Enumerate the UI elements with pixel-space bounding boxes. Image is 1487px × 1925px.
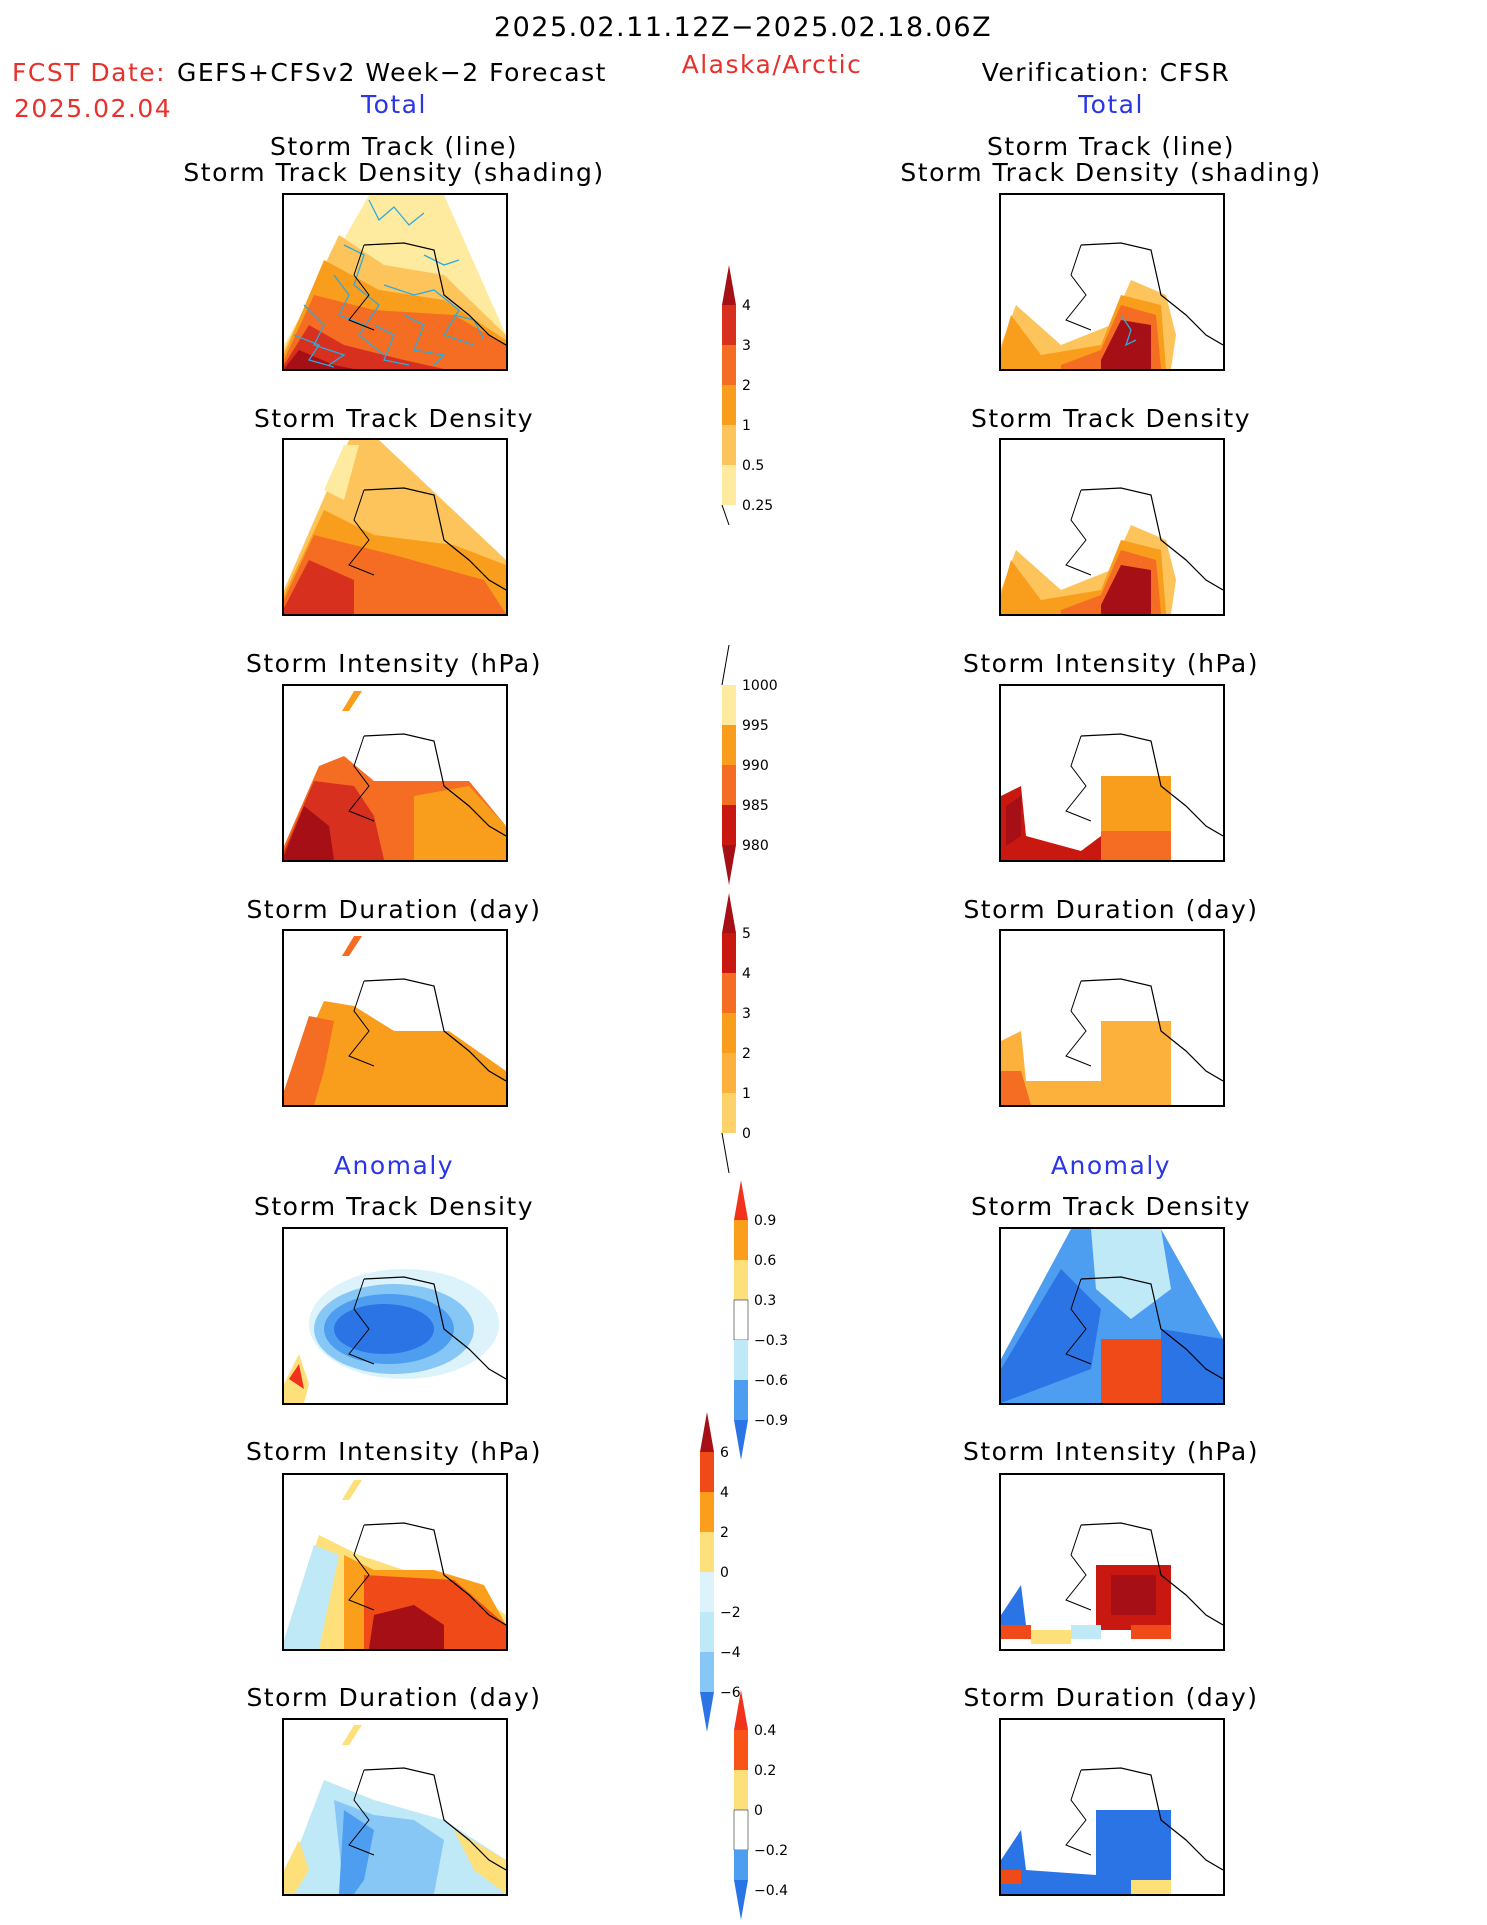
verification-label: Verification: CFSR — [981, 58, 1231, 87]
tick-anom-duration-0: 0 — [754, 1803, 763, 1819]
tick-density-05: 0.5 — [742, 458, 764, 474]
title-anom-density-right: Storm Track Density — [970, 1192, 1252, 1221]
title-track-shading-right: Storm Track Density (shading) — [900, 158, 1322, 187]
tick-intensity-990: 990 — [742, 758, 769, 774]
colorbar-anom-duration: 0.4 0.2 0 −0.2 −0.4 — [733, 1690, 794, 1920]
tick-density-2: 2 — [742, 378, 751, 394]
tick-duration-0: 0 — [742, 1126, 751, 1142]
tick-intensity-985: 985 — [742, 798, 769, 814]
anomaly-label-right: Anomaly — [1050, 1151, 1172, 1180]
colorbar-density: 4 3 2 1 0.5 0.25 — [721, 265, 782, 526]
tick-duration-3: 3 — [742, 1006, 751, 1022]
tick-anom-density-06: 0.6 — [754, 1253, 776, 1269]
tick-anom-density-09: 0.9 — [754, 1213, 776, 1229]
map-forecast-anom-intensity — [282, 1473, 508, 1651]
map-forecast-density — [282, 438, 508, 616]
tick-anom-duration-02: 0.2 — [754, 1763, 776, 1779]
colorbar-intensity: 1000 995 990 985 980 — [721, 644, 792, 885]
total-label-left: Total — [361, 90, 427, 119]
colorbar-anom-duration-svg: 0.4 0.2 0 −0.2 −0.4 — [733, 1690, 788, 1920]
total-label-right: Total — [1078, 90, 1144, 119]
tick-anom-density-m09: −0.9 — [754, 1413, 788, 1429]
tick-anom-duration-m02: −0.2 — [754, 1843, 788, 1859]
period-title: 2025.02.11.12Z−2025.02.18.06Z — [493, 12, 993, 43]
title-anom-intensity-right: Storm Intensity (hPa) — [963, 1437, 1259, 1466]
tick-anom-density-03: 0.3 — [754, 1293, 776, 1309]
anomaly-label-left: Anomaly — [333, 1151, 455, 1180]
map-verif-duration — [999, 929, 1225, 1107]
tick-density-1: 1 — [742, 418, 751, 434]
tick-anom-intensity-m4: −4 — [720, 1645, 741, 1661]
tick-intensity-995: 995 — [742, 718, 769, 734]
tick-duration-5: 5 — [742, 926, 751, 942]
forecast-product: GEFS+CFSv2 Week−2 Forecast — [177, 58, 607, 87]
title-duration-right: Storm Duration (day) — [963, 895, 1259, 924]
map-verif-anom-intensity — [999, 1473, 1225, 1651]
fcst-date-value: 2025.02.04 — [14, 94, 173, 123]
title-anom-density-left: Storm Track Density — [253, 1192, 535, 1221]
title-intensity-right: Storm Intensity (hPa) — [963, 649, 1259, 678]
colorbar-anom-intensity: 6 4 2 0 −2 −4 −6 — [700, 1412, 760, 1732]
map-verif-track — [999, 193, 1225, 371]
tick-anom-duration-04: 0.4 — [754, 1723, 776, 1739]
colorbar-anom-density: 0.9 0.6 0.3 −0.3 −0.6 −0.9 — [733, 1180, 794, 1460]
colorbar-density-svg: 4 3 2 1 0.5 0.25 — [721, 265, 773, 526]
tick-duration-2: 2 — [742, 1046, 751, 1062]
colorbar-anom-density-svg: 0.9 0.6 0.3 −0.3 −0.6 −0.9 — [733, 1180, 788, 1460]
region-label: Alaska/Arctic — [681, 50, 863, 79]
tick-anom-intensity-4: 4 — [720, 1485, 729, 1501]
tick-density-025: 0.25 — [742, 498, 773, 514]
title-anom-intensity-left: Storm Intensity (hPa) — [246, 1437, 542, 1466]
map-forecast-anom-duration — [282, 1718, 508, 1896]
tick-anom-intensity-0: 0 — [720, 1565, 729, 1581]
tick-anom-intensity-m2: −2 — [720, 1605, 741, 1621]
map-forecast-duration — [282, 929, 508, 1107]
title-track-shading-left: Storm Track Density (shading) — [183, 158, 605, 187]
tick-density-4: 4 — [742, 298, 751, 314]
tick-duration-1: 1 — [742, 1086, 751, 1102]
tick-intensity-1000: 1000 — [742, 678, 778, 694]
title-density-right: Storm Track Density — [970, 404, 1252, 433]
tick-anom-intensity-m6: −6 — [720, 1685, 741, 1701]
colorbar-intensity-svg: 1000 995 990 985 980 — [721, 644, 778, 885]
tick-density-3: 3 — [742, 338, 751, 354]
map-forecast-intensity — [282, 684, 508, 862]
tick-anom-intensity-2: 2 — [720, 1525, 729, 1541]
map-forecast-track — [282, 193, 508, 371]
tick-intensity-980: 980 — [742, 838, 769, 854]
colorbar-duration-svg: 5 4 3 2 1 0 — [721, 893, 751, 1174]
title-density-left: Storm Track Density — [253, 404, 535, 433]
tick-duration-4: 4 — [742, 966, 751, 982]
tick-anom-density-m03: −0.3 — [754, 1333, 788, 1349]
tick-anom-density-m06: −0.6 — [754, 1373, 788, 1389]
map-verif-anom-duration — [999, 1718, 1225, 1896]
tick-anom-duration-m04: −0.4 — [754, 1883, 788, 1899]
title-anom-duration-left: Storm Duration (day) — [246, 1683, 542, 1712]
title-track-line-left: Storm Track (line) — [269, 132, 519, 161]
map-forecast-anom-density — [282, 1227, 508, 1405]
tick-anom-intensity-6: 6 — [720, 1445, 729, 1461]
map-verif-anom-density — [999, 1227, 1225, 1405]
colorbar-duration: 5 4 3 2 1 0 — [721, 893, 782, 1174]
map-verif-density — [999, 438, 1225, 616]
map-verif-intensity — [999, 684, 1225, 862]
title-duration-left: Storm Duration (day) — [246, 895, 542, 924]
title-intensity-left: Storm Intensity (hPa) — [246, 649, 542, 678]
title-track-line-right: Storm Track (line) — [986, 132, 1236, 161]
fcst-date-label: FCST Date: — [12, 58, 167, 87]
colorbar-anom-intensity-svg: 6 4 2 0 −2 −4 −6 — [700, 1412, 741, 1732]
title-anom-duration-right: Storm Duration (day) — [963, 1683, 1259, 1712]
